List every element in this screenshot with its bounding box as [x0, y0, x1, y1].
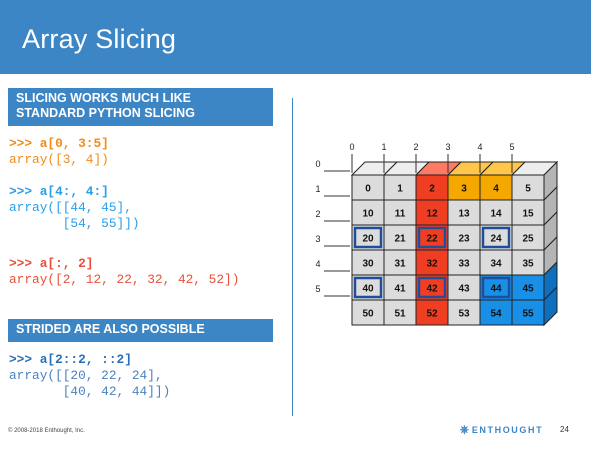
cell-value: 33	[458, 259, 470, 270]
cell-value: 41	[394, 284, 406, 295]
cell-value: 2	[429, 184, 435, 195]
array-cell	[415, 199, 449, 226]
code-example-3: >>> a[:, 2] array([2, 12, 22, 32, 42, 52…	[9, 256, 239, 288]
code-example-2: >>> a[4:, 4:] array([[44, 45], [54, 55]]…	[9, 184, 140, 232]
cell-value: 35	[522, 259, 534, 270]
code-prompt: >>> a[4:, 4:]	[9, 184, 109, 199]
column-index-label: 3	[445, 142, 450, 152]
column-divider	[292, 98, 293, 416]
cell-value: 34	[490, 259, 502, 270]
enthought-logo-icon: ⎈	[460, 424, 469, 436]
footer-brand: ⎈ ENTHOUGHT	[460, 424, 543, 437]
footer-copyright: © 2008-2018 Enthought, Inc.	[8, 428, 85, 434]
column-index-label: 5	[509, 142, 514, 152]
code-output-line: [40, 42, 44]])	[9, 384, 171, 399]
page-number: 24	[560, 425, 569, 434]
cell-value: 11	[395, 209, 406, 220]
strided-outline	[353, 226, 383, 249]
array-cell	[511, 274, 545, 301]
code-output: array([3, 4])	[9, 152, 109, 167]
brand-name: ENTHOUGHT	[471, 425, 544, 435]
array-cell	[479, 199, 513, 226]
cell-value: 10	[362, 209, 374, 220]
array-cell	[351, 174, 385, 201]
row-index-label: 2	[315, 209, 320, 219]
section-header-slicing: SLICING WORKS MUCH LIKE STANDARD PYTHON …	[8, 88, 273, 126]
cell-value: 0	[365, 184, 371, 195]
cell-value: 20	[362, 234, 374, 245]
slide-title: Array Slicing	[22, 24, 177, 54]
strided-outline	[481, 226, 511, 249]
strided-outline	[481, 276, 511, 299]
cell-value: 45	[522, 284, 534, 295]
cell-value: 23	[458, 234, 470, 245]
row-index-label: 5	[315, 284, 320, 294]
cell-value: 14	[490, 209, 502, 220]
row-index-label: 0	[315, 159, 320, 169]
array-cell	[383, 224, 417, 251]
section-header-strided: STRIDED ARE ALSO POSSIBLE	[8, 319, 273, 342]
cell-value: 22	[426, 234, 438, 245]
code-example-strided: >>> a[2::2, ::2] array([[20, 22, 24], [4…	[9, 352, 170, 400]
cell-value: 52	[426, 309, 438, 320]
code-example-1: >>> a[0, 3:5] array([3, 4])	[9, 136, 109, 168]
array-cell	[415, 299, 449, 326]
cell-value: 31	[394, 259, 406, 270]
code-prompt: >>> a[0, 3:5]	[9, 136, 109, 151]
cell-value: 50	[362, 309, 374, 320]
code-output-line: array([[44, 45],	[9, 200, 132, 215]
array-cell	[415, 249, 449, 276]
array-cell	[511, 299, 545, 326]
cell-value: 54	[490, 309, 502, 320]
array-cell	[479, 299, 513, 326]
cell-value: 3	[461, 184, 467, 195]
array-cell	[447, 224, 481, 251]
array-cell	[383, 299, 417, 326]
cell-value: 32	[426, 259, 438, 270]
array-cell	[383, 249, 417, 276]
column-index-label: 0	[349, 142, 354, 152]
cell-value: 44	[490, 284, 502, 295]
column-index-label: 2	[413, 142, 418, 152]
cell-value: 40	[362, 284, 374, 295]
column-index-label: 4	[477, 142, 482, 152]
cell-value: 12	[426, 209, 438, 220]
code-output: array([2, 12, 22, 32, 42, 52])	[9, 272, 240, 287]
section-header-line-2: STANDARD PYTHON SLICING	[16, 106, 195, 120]
code-output-line: array([[20, 22, 24],	[9, 368, 163, 383]
cell-value: 55	[522, 309, 534, 320]
column-index-label: 1	[381, 142, 386, 152]
array-cell	[447, 299, 481, 326]
cell-value: 24	[490, 234, 502, 245]
cell-value: 15	[522, 209, 534, 220]
cell-value: 1	[397, 184, 403, 195]
section-header-line-1: SLICING WORKS MUCH LIKE	[16, 91, 191, 105]
row-index-label: 3	[315, 234, 320, 244]
cell-value: 51	[394, 309, 406, 320]
cell-value: 4	[493, 184, 499, 195]
strided-outline	[353, 276, 383, 299]
cell-value: 53	[458, 309, 470, 320]
code-output-line: [54, 55]])	[9, 216, 140, 231]
array-cell	[383, 199, 417, 226]
strided-outline	[417, 276, 447, 299]
title-bar: Array Slicing	[0, 0, 591, 74]
cell-value: 43	[458, 284, 470, 295]
cell-value: 30	[362, 259, 374, 270]
cell-value: 25	[522, 234, 534, 245]
cell-value: 13	[458, 209, 470, 220]
array-cell	[511, 249, 545, 276]
array-cell	[511, 199, 545, 226]
row-index-label: 4	[315, 259, 320, 269]
cell-value: 21	[394, 234, 406, 245]
row-index-label: 1	[315, 184, 320, 194]
strided-outline	[417, 226, 447, 249]
code-prompt: >>> a[:, 2]	[9, 256, 94, 271]
cell-value: 42	[426, 284, 438, 295]
array-cell	[511, 224, 545, 251]
cell-value: 5	[525, 184, 531, 195]
code-prompt: >>> a[2::2, ::2]	[9, 352, 132, 367]
